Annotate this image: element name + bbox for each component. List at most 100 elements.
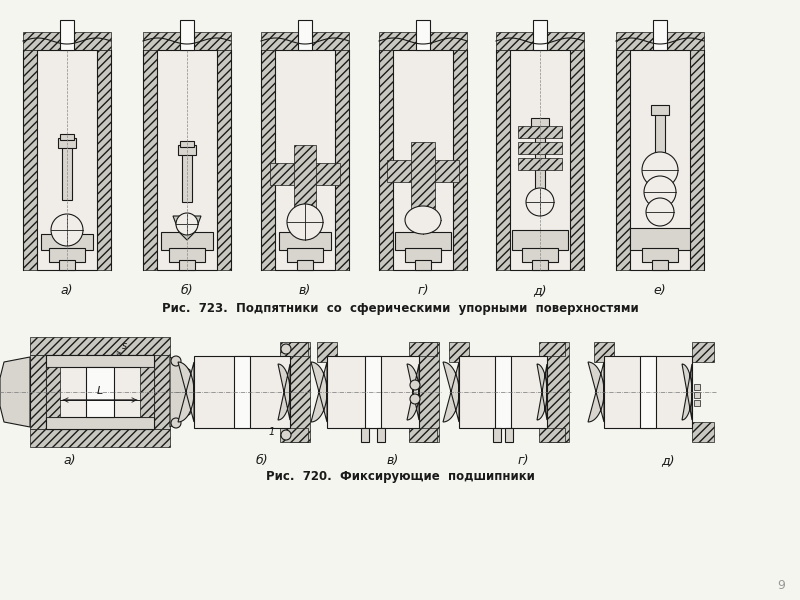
Polygon shape [682, 364, 692, 420]
Bar [30, 355, 46, 429]
Bar [287, 248, 323, 262]
Bar [23, 32, 111, 50]
Bar [522, 248, 558, 262]
Bar [194, 356, 290, 428]
Bar [97, 50, 111, 270]
Bar [518, 142, 562, 154]
Bar [387, 160, 459, 182]
Bar [539, 428, 565, 442]
Bar [62, 140, 72, 200]
Bar [395, 232, 451, 250]
Bar [694, 384, 700, 390]
Bar [217, 50, 231, 270]
Text: Рис.  723.  Подпятники  со  сферическими  упорными  поверхностями: Рис. 723. Подпятники со сферическими упо… [162, 302, 638, 315]
Bar [496, 50, 510, 270]
Bar [531, 118, 549, 128]
Bar [459, 356, 547, 428]
Bar [30, 429, 170, 447]
Bar [30, 337, 170, 355]
Bar [290, 342, 310, 442]
Bar [510, 50, 570, 270]
Polygon shape [311, 362, 327, 422]
Text: в): в) [299, 284, 311, 297]
Bar [547, 342, 569, 442]
Bar [518, 158, 562, 170]
Bar [157, 50, 217, 270]
Bar [59, 260, 75, 270]
Bar [694, 392, 700, 398]
Bar [539, 342, 565, 356]
Bar [179, 260, 195, 270]
Bar [365, 356, 381, 428]
Text: е): е) [654, 284, 666, 297]
Bar [405, 248, 441, 262]
Bar [192, 384, 198, 400]
Text: б): б) [181, 284, 194, 297]
Bar [651, 105, 669, 115]
Bar [616, 32, 704, 50]
Bar [46, 355, 154, 367]
Bar [415, 260, 431, 270]
Bar [169, 248, 205, 262]
Bar [493, 428, 501, 442]
Bar [335, 50, 349, 270]
Bar [692, 422, 714, 442]
Bar [409, 428, 437, 442]
Text: Рис.  720.  Фиксирующие  подшипники: Рис. 720. Фиксирующие подшипники [266, 470, 534, 483]
Bar [46, 367, 60, 417]
Bar [512, 230, 568, 250]
Bar [154, 355, 170, 429]
Bar [280, 428, 308, 442]
Circle shape [410, 380, 420, 390]
Bar [86, 367, 114, 417]
Bar [518, 126, 562, 138]
Circle shape [410, 394, 420, 404]
Bar [653, 20, 667, 50]
Polygon shape [178, 362, 194, 422]
Circle shape [644, 176, 676, 208]
Bar [327, 356, 419, 428]
Polygon shape [537, 364, 547, 420]
Bar [161, 232, 213, 250]
Circle shape [646, 198, 674, 226]
Text: в): в) [387, 454, 399, 467]
Bar [505, 428, 513, 442]
Bar [379, 32, 467, 50]
Circle shape [526, 188, 554, 216]
Polygon shape [170, 357, 192, 427]
Bar [279, 232, 331, 250]
Bar [298, 20, 312, 50]
Bar [361, 428, 369, 442]
Bar [261, 50, 275, 270]
Bar [533, 20, 547, 50]
Text: г): г) [418, 284, 429, 297]
Bar [24, 363, 30, 421]
Circle shape [287, 204, 323, 240]
Text: 9: 9 [777, 579, 785, 592]
Bar [690, 50, 704, 270]
Bar [180, 141, 194, 147]
Polygon shape [173, 216, 201, 240]
Text: s: s [122, 341, 127, 351]
Bar [143, 50, 157, 270]
Circle shape [176, 213, 198, 235]
Bar [535, 120, 545, 190]
Polygon shape [588, 362, 604, 422]
Bar [630, 50, 690, 270]
Bar [379, 50, 393, 270]
Bar [570, 50, 584, 270]
Bar [23, 50, 37, 270]
Text: 1: 1 [269, 427, 275, 437]
Bar [393, 50, 453, 270]
Bar [419, 342, 439, 442]
Bar [58, 138, 76, 148]
Circle shape [51, 214, 83, 246]
Bar [182, 147, 192, 202]
Text: а): а) [64, 454, 76, 467]
Bar [46, 355, 154, 429]
Bar [49, 248, 85, 262]
Circle shape [171, 418, 181, 428]
Bar [453, 50, 467, 270]
Bar [594, 342, 614, 362]
Bar [261, 32, 349, 50]
